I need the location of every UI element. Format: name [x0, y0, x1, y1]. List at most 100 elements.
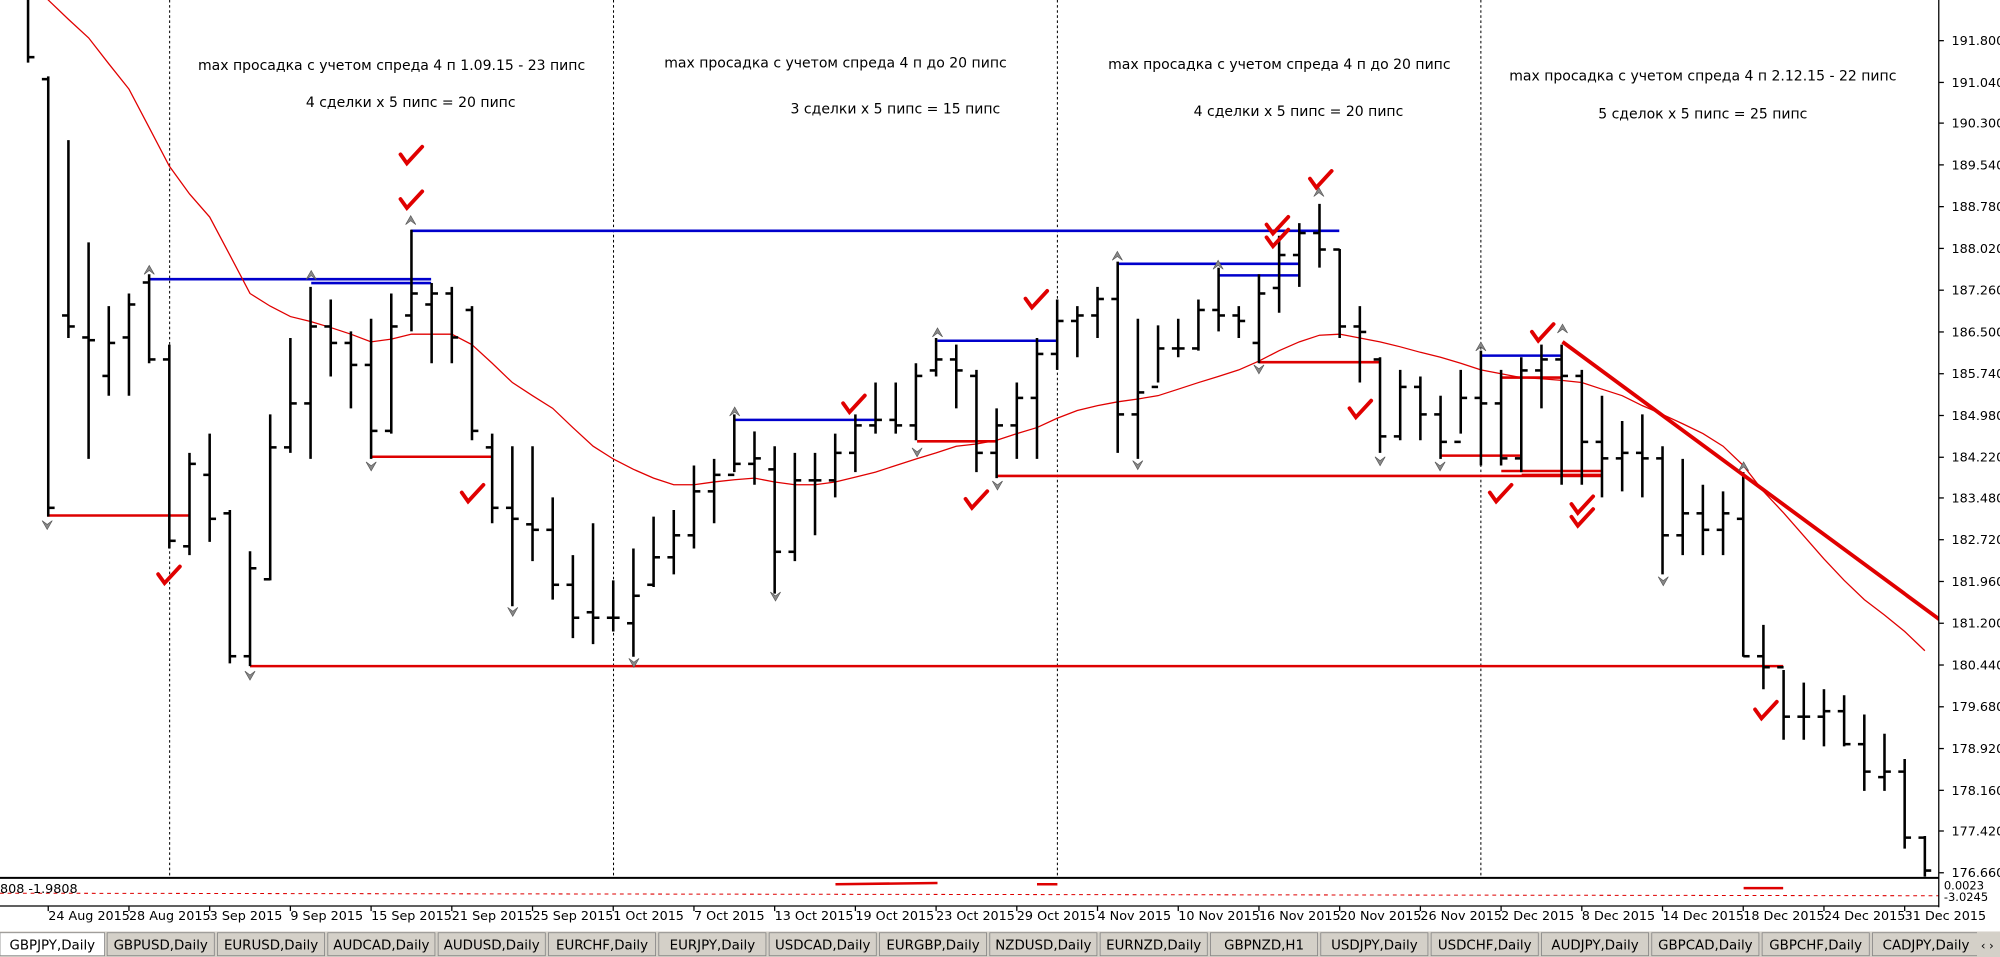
- tab[interactable]: [768, 932, 877, 957]
- checkmark: [1753, 699, 1779, 722]
- tab-label[interactable]: USDCHF,Daily: [1438, 938, 1532, 953]
- x-tick-label: 24 Aug 2015: [48, 909, 130, 924]
- price-axis: 191.800 191.040 190.300 189.540 188.780 188.0…: [1938, 34, 2000, 881]
- up-arrow: [932, 327, 943, 338]
- date-axis: 24 Aug 2015 28 Aug 2015 3 Sep 2015 9 Sep 20…: [47, 905, 1986, 924]
- annotation: 4 сделки х 5 пипс = 20 пипс: [306, 95, 516, 111]
- checkmark: [1264, 227, 1291, 250]
- tab-scroll[interactable]: ‹ ›: [1981, 938, 1994, 952]
- down-arrow: [1253, 364, 1265, 375]
- down-arrow: [628, 658, 640, 668]
- up-arrow: [729, 406, 741, 417]
- tabs: GBPJPY,Daily GBPUSD,Daily EURUSD,Daily AUDC…: [0, 932, 1979, 957]
- x-tick-label: 21 Sep 2015: [452, 909, 533, 924]
- down-arrow: [365, 461, 377, 472]
- tab[interactable]: [1099, 932, 1208, 957]
- checkmark: [1264, 215, 1291, 237]
- checkmark: [1569, 494, 1596, 516]
- tab-label[interactable]: CADJPY,Daily: [1883, 938, 1970, 953]
- tab-label[interactable]: USDCAD,Daily: [775, 938, 871, 953]
- tab[interactable]: [1761, 932, 1870, 957]
- tab-label[interactable]: GBPCAD,Daily: [1658, 938, 1753, 953]
- tab-label[interactable]: EURGBP,Daily: [886, 938, 979, 953]
- tab[interactable]: [879, 932, 987, 957]
- y-tick-label: 187.260: [1952, 284, 2000, 299]
- trendline: [1561, 340, 1939, 622]
- x-tick-label: 1 Oct 2015: [613, 909, 684, 924]
- tab-label[interactable]: EURNZD,Daily: [1106, 938, 1201, 953]
- y-tick-label: 179.680: [1952, 700, 2000, 715]
- y-tick-label: 185.740: [1952, 367, 2000, 382]
- x-tick-label: 15 Sep 2015: [371, 909, 452, 924]
- down-arrow: [244, 670, 256, 681]
- tab-label[interactable]: AUDUSD,Daily: [444, 938, 540, 953]
- tab[interactable]: [1430, 932, 1539, 957]
- up-arrow: [1475, 341, 1487, 352]
- tab-label[interactable]: GBPCHF,Daily: [1769, 938, 1862, 953]
- up-arrow: [1212, 259, 1224, 270]
- down-arrow: [507, 607, 519, 617]
- checkmark: [398, 189, 425, 212]
- x-tick-label: 29 Oct 2015: [1017, 909, 1096, 924]
- tab[interactable]: [1651, 932, 1760, 957]
- up-arrow: [143, 264, 155, 275]
- y-tick-label: 191.800: [1952, 34, 2000, 49]
- indicator-label: 808 -1.9808: [0, 882, 78, 897]
- up-arrow: [1111, 250, 1123, 261]
- x-tick-label: 19 Oct 2015: [855, 909, 934, 924]
- up-arrow: [1313, 186, 1325, 197]
- checkmark: [1569, 507, 1596, 529]
- indicator-label: -3.0245: [1944, 890, 1988, 904]
- checkmark: [841, 393, 867, 416]
- tab[interactable]: [1872, 932, 1979, 957]
- up-arrow: [405, 215, 417, 225]
- tab-label[interactable]: GBPNZD,H1: [1224, 938, 1304, 953]
- tab-label[interactable]: NZDUSD,Daily: [995, 938, 1091, 953]
- tab-label[interactable]: EURJPY,Daily: [670, 938, 756, 953]
- y-tick-label: 191.040: [1952, 76, 2000, 91]
- x-tick-label: 7 Oct 2015: [694, 909, 765, 924]
- tab[interactable]: [106, 932, 215, 957]
- tab[interactable]: [989, 932, 1098, 957]
- annotation: max просадка с учетом спреда 4 п 2.12.15…: [1509, 68, 1896, 84]
- down-arrow: [1374, 456, 1386, 467]
- tab-label[interactable]: AUDCAD,Daily: [333, 938, 429, 953]
- tab-label[interactable]: EURUSD,Daily: [224, 938, 318, 953]
- y-tick-label: 190.300: [1952, 117, 2000, 132]
- tab[interactable]: [1320, 932, 1429, 957]
- y-tick-label: 178.920: [1952, 742, 2000, 757]
- checkmark: [1347, 398, 1374, 421]
- tab[interactable]: [1541, 932, 1649, 957]
- tab-label[interactable]: EURCHF,Daily: [556, 938, 648, 953]
- checkmark: [1487, 482, 1514, 505]
- tab[interactable]: [548, 932, 656, 957]
- y-tick-label: 188.780: [1952, 200, 2000, 215]
- y-tick-label: 184.220: [1952, 451, 2000, 466]
- y-tick-label: 182.720: [1952, 533, 2000, 548]
- tab[interactable]: [1210, 932, 1318, 957]
- tab-label[interactable]: GBPJPY,Daily: [10, 938, 96, 953]
- y-tick-label: 178.160: [1952, 784, 2000, 799]
- tab[interactable]: [0, 932, 105, 957]
- down-arrow: [1132, 460, 1144, 471]
- tab-label[interactable]: AUDJPY,Daily: [1551, 938, 1638, 953]
- x-tick-label: 16 Nov 2015: [1259, 909, 1341, 924]
- x-tick-label: 13 Oct 2015: [775, 909, 854, 924]
- x-tick-label: 2 Dec 2015: [1501, 909, 1574, 924]
- tab[interactable]: [437, 932, 546, 957]
- tab-label[interactable]: GBPUSD,Daily: [114, 938, 208, 953]
- x-tick-label: 25 Sep 2015: [533, 909, 614, 924]
- tab-label[interactable]: USDJPY,Daily: [1331, 938, 1418, 953]
- tab[interactable]: [217, 932, 325, 957]
- x-tick-label: 9 Sep 2015: [290, 909, 363, 924]
- y-tick-label: 176.660: [1952, 866, 2000, 881]
- y-tick-label: 181.960: [1952, 575, 2000, 590]
- annotation: 3 сделки х 5 пипс = 15 пипс: [791, 102, 1001, 118]
- annotation: 5 сделок х 5 пипс = 25 пипс: [1598, 107, 1807, 123]
- indicator-label: 0.0023: [1944, 878, 1984, 892]
- tab[interactable]: [658, 932, 767, 957]
- x-tick-label: 8 Dec 2015: [1582, 909, 1655, 924]
- tab[interactable]: [327, 932, 436, 957]
